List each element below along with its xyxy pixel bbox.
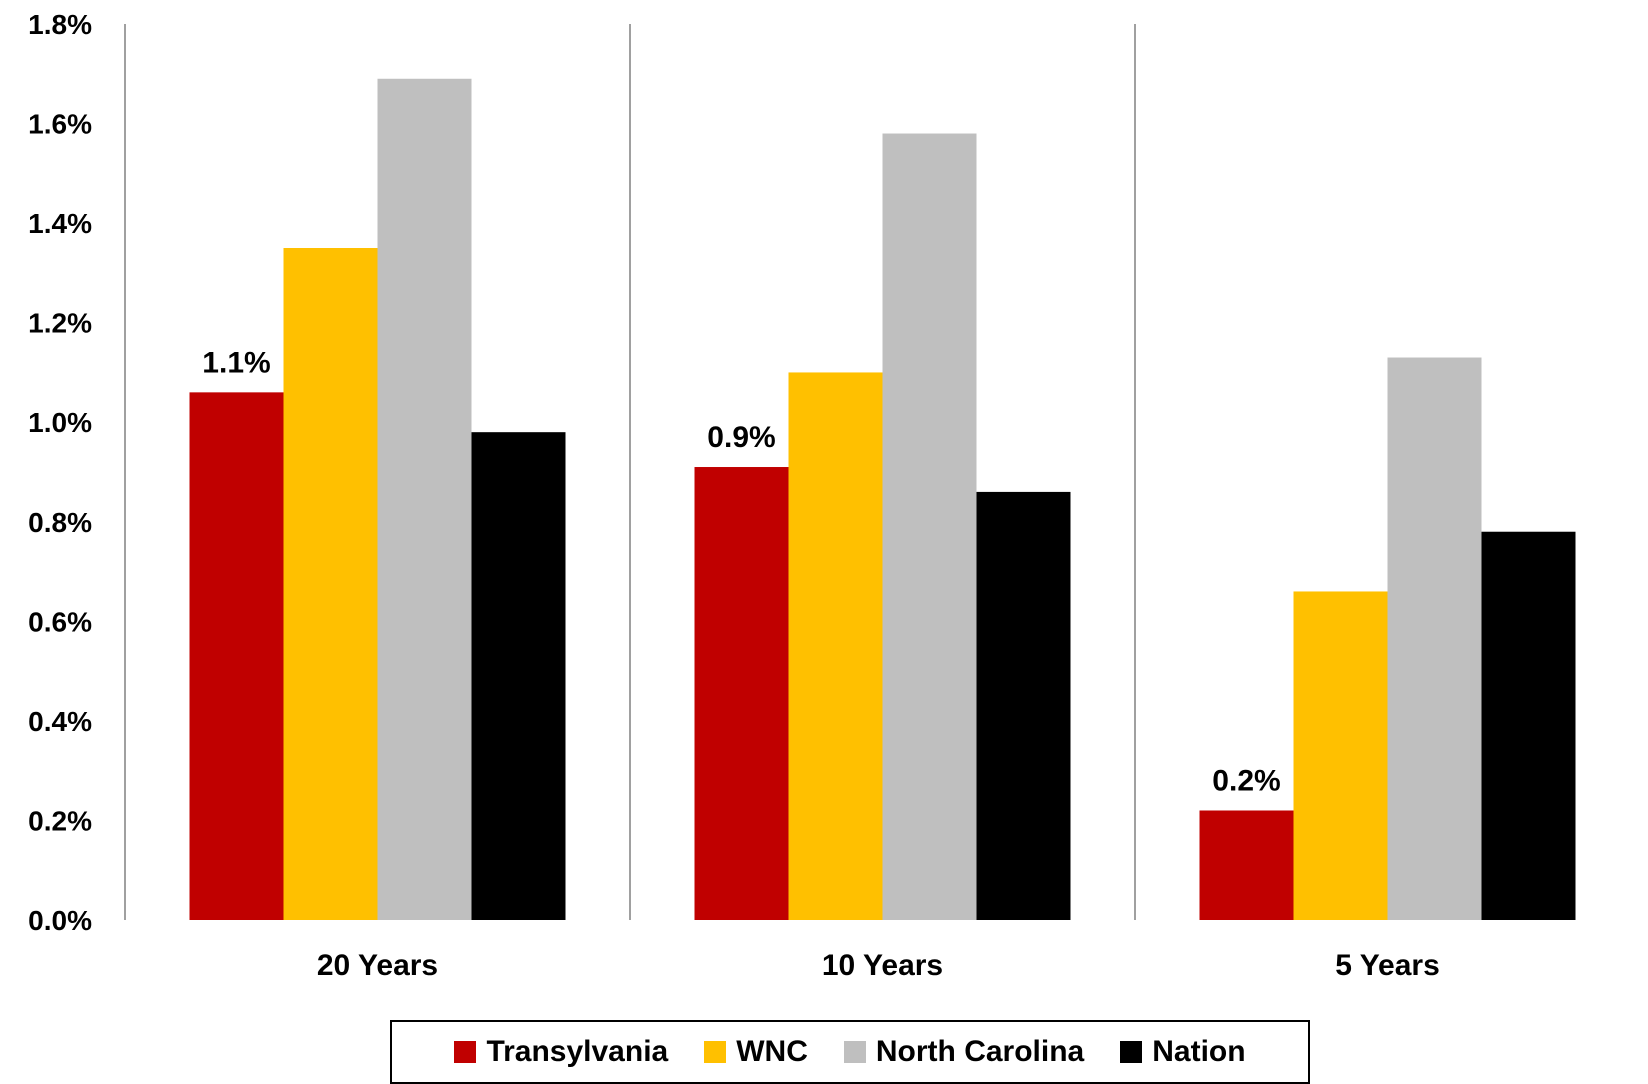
bar-nation	[471, 432, 566, 920]
bar-nation	[1481, 531, 1576, 920]
legend-label: Nation	[1152, 1035, 1246, 1068]
chart-legend: Transylvania WNC North Carolina Nation	[390, 1020, 1310, 1084]
x-category-label: 20 Years	[317, 949, 438, 982]
y-tick-label: 1.6%	[28, 109, 92, 140]
legend-swatch	[843, 1041, 866, 1063]
y-tick-label: 1.4%	[28, 208, 92, 239]
legend-item: WNC	[704, 1035, 808, 1069]
y-tick-label: 0.6%	[28, 606, 92, 637]
legend-label: North Carolina	[875, 1035, 1085, 1068]
data-label: 1.1%	[202, 346, 270, 379]
bar-wnc	[788, 372, 883, 920]
legend-label: Transylvania	[486, 1035, 669, 1068]
bar-north-carolina	[377, 78, 472, 920]
y-tick-label: 0.2%	[28, 805, 92, 836]
legend-swatch	[704, 1041, 727, 1063]
legend-item: Nation	[1120, 1035, 1246, 1069]
bar-wnc	[1293, 591, 1388, 920]
legend-swatch	[454, 1041, 477, 1063]
y-tick-label: 1.0%	[28, 407, 92, 438]
x-category-label: 10 Years	[822, 949, 943, 982]
legend-swatch	[1120, 1041, 1143, 1063]
y-tick-label: 1.8%	[28, 9, 92, 40]
bar-north-carolina	[1387, 357, 1482, 920]
y-tick-label: 0.8%	[28, 507, 92, 538]
bar-transylvania	[189, 392, 284, 920]
bar-transylvania	[1199, 810, 1294, 920]
legend-label: WNC	[736, 1035, 808, 1068]
bar-transylvania	[694, 467, 789, 920]
legend-item: North Carolina	[843, 1035, 1085, 1069]
data-label: 0.2%	[1212, 764, 1280, 797]
y-tick-label: 1.2%	[28, 308, 92, 339]
data-label: 0.9%	[707, 421, 775, 454]
y-tick-label: 0.0%	[28, 905, 92, 936]
x-category-label: 5 Years	[1335, 949, 1440, 982]
bar-wnc	[283, 248, 378, 920]
legend-item: Transylvania	[454, 1035, 668, 1069]
bar-north-carolina	[882, 133, 977, 920]
bar-nation	[976, 491, 1071, 920]
y-tick-label: 0.4%	[28, 706, 92, 737]
